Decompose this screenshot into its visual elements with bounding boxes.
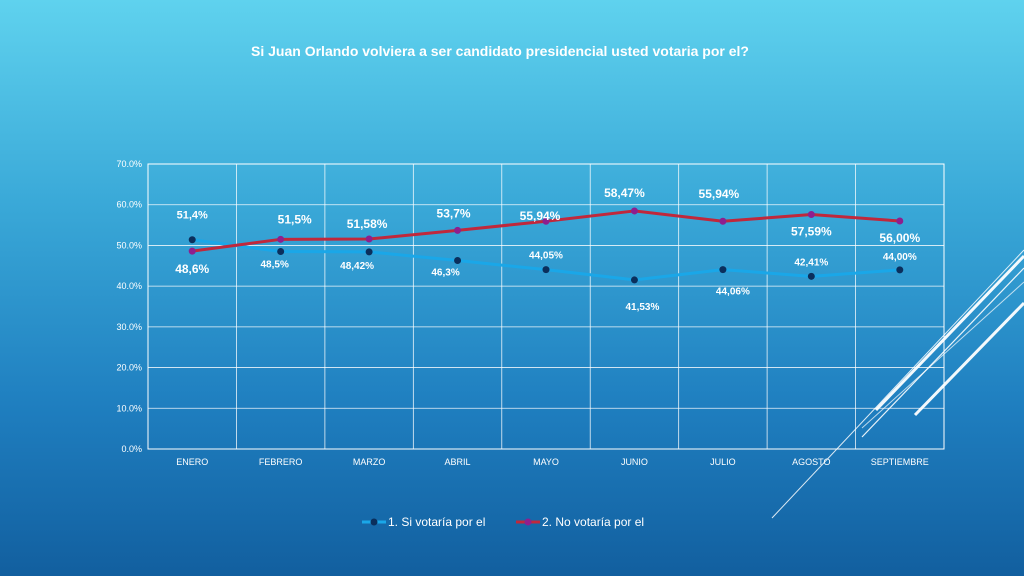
data-label-1: 48,5%: [260, 260, 288, 271]
data-point-1: [277, 248, 285, 256]
legend: 1. Si votaría por el 2. No votaría por el: [362, 515, 644, 529]
data-point-1: [542, 266, 550, 274]
data-labels: 51,4% 48,5% 48,42% 46,3% 44,05% 41,53% 44,06% 4…: [175, 186, 920, 313]
data-point-2: [719, 217, 727, 225]
data-label-2: 55,94%: [520, 209, 561, 223]
x-tick-label: FEBRERO: [259, 457, 303, 467]
data-point-1: [365, 248, 373, 256]
decorative-lines: [771, 249, 1024, 519]
data-label-2: 51,58%: [347, 217, 388, 231]
x-tick-label: MARZO: [353, 457, 386, 467]
x-tick-label: ENERO: [176, 457, 208, 467]
data-point-2: [542, 217, 550, 225]
data-label-2: 56,00%: [879, 231, 920, 245]
data-label-2: 57,59%: [791, 225, 832, 239]
data-label-1: 48,42%: [340, 261, 374, 272]
data-point-1: [630, 276, 638, 284]
data-point-1: [188, 236, 196, 244]
y-tick-label: 50.0%: [116, 240, 142, 250]
legend-marker-1: [370, 518, 378, 526]
data-label-1: 44,06%: [716, 287, 750, 298]
data-point-1: [896, 266, 904, 274]
y-tick-label: 70.0%: [116, 159, 142, 169]
data-label-2: 53,7%: [437, 206, 471, 220]
data-point-2: [365, 235, 373, 243]
y-axis: 0.0% 10.0% 20.0% 30.0% 40.0% 50.0% 60.0% 70.0%: [116, 159, 142, 454]
data-label-2: 51,5%: [278, 212, 312, 226]
data-label-1: 41,53%: [625, 302, 659, 313]
y-tick-label: 20.0%: [116, 363, 142, 373]
data-label-1: 42,41%: [794, 257, 828, 268]
x-tick-label: SEPTIEMBRE: [871, 457, 929, 467]
x-tick-label: ABRIL: [445, 457, 471, 467]
data-label-2: 55,94%: [699, 187, 740, 201]
data-label-1: 44,05%: [529, 251, 563, 262]
data-label-2: 48,6%: [175, 262, 209, 276]
y-tick-label: 30.0%: [116, 322, 142, 332]
data-point-2: [807, 211, 815, 219]
legend-marker-2: [524, 518, 532, 526]
legend-label-2: 2. No votaría por el: [542, 515, 644, 529]
x-axis: ENERO FEBRERO MARZO ABRIL MAYO JUNIO JULIO AGOS…: [176, 457, 929, 467]
chart-title: Si Juan Orlando volviera a ser candidato…: [251, 43, 749, 59]
data-point-1: [807, 272, 815, 280]
y-tick-label: 10.0%: [116, 403, 142, 413]
data-label-1: 46,3%: [431, 267, 459, 278]
data-point-2: [277, 235, 285, 243]
x-tick-label: MAYO: [533, 457, 559, 467]
legend-label-1: 1. Si votaría por el: [388, 515, 485, 529]
plot-area: [147, 163, 945, 450]
series-markers: [188, 207, 904, 284]
data-label-1: 51,4%: [177, 210, 208, 222]
x-tick-label: JULIO: [710, 457, 736, 467]
x-tick-label: AGOSTO: [792, 457, 830, 467]
y-tick-label: 40.0%: [116, 281, 142, 291]
gridlines: [148, 163, 944, 450]
data-point-2: [896, 217, 904, 225]
x-tick-label: JUNIO: [621, 457, 648, 467]
data-point-1: [719, 266, 727, 274]
data-label-2: 58,47%: [604, 186, 645, 200]
data-point-2: [454, 226, 462, 234]
y-tick-label: 0.0%: [121, 444, 142, 454]
data-point-2: [630, 207, 638, 215]
data-label-1: 44,00%: [883, 252, 917, 263]
data-point-2: [188, 247, 196, 255]
data-point-1: [454, 256, 462, 264]
y-tick-label: 60.0%: [116, 200, 142, 210]
